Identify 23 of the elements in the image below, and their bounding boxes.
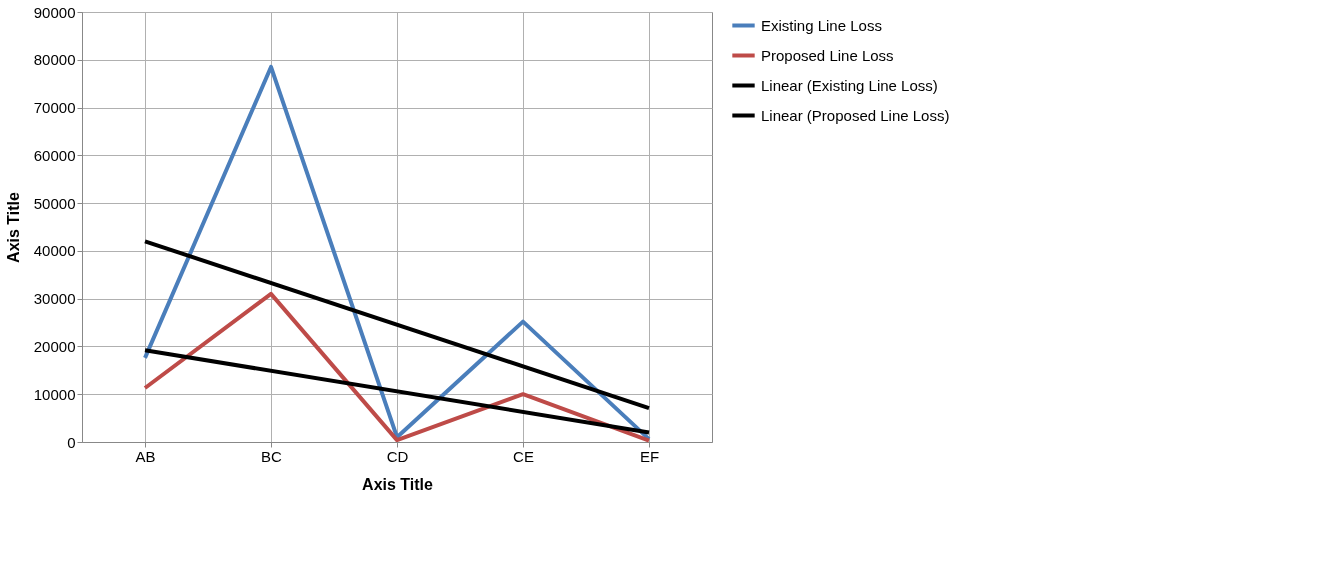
x-tick-label: CD xyxy=(386,447,409,465)
line-series xyxy=(143,64,651,442)
y-tick-label: 90000 xyxy=(33,3,76,21)
y-tick-label: 20000 xyxy=(33,337,76,355)
y-tick-label: 70000 xyxy=(33,99,76,117)
legend-label: Linear (Existing Line Loss) xyxy=(761,76,938,94)
y-tick-label: 80000 xyxy=(33,51,76,69)
x-tick-label: BC xyxy=(261,447,283,465)
y-axis-title: Axis Title xyxy=(4,191,22,263)
legend-label: Linear (Proposed Line Loss) xyxy=(761,106,950,124)
legend-label: Existing Line Loss xyxy=(761,16,882,34)
y-tick-label: 30000 xyxy=(33,290,76,308)
x-tick-label: AB xyxy=(135,447,156,465)
line-series xyxy=(143,291,651,443)
x-tick-label: EF xyxy=(639,447,660,465)
y-tick-label: 50000 xyxy=(33,194,76,212)
legend-label: Proposed Line Loss xyxy=(761,46,894,64)
y-tick-label: 60000 xyxy=(33,146,76,164)
y-tick-label: 0 xyxy=(67,433,76,451)
y-tick-label: 10000 xyxy=(33,385,76,403)
x-tick-label: CE xyxy=(513,447,534,465)
x-axis-title: Axis Title xyxy=(362,475,434,493)
y-tick-label: 40000 xyxy=(33,242,76,260)
